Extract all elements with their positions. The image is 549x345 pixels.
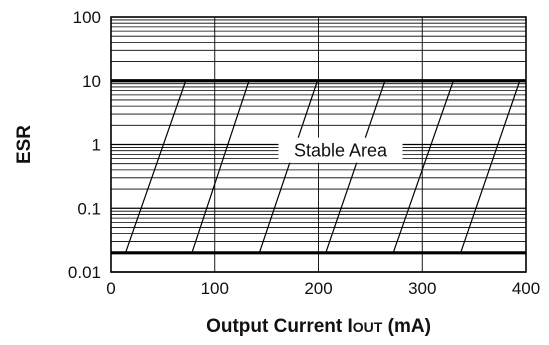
hatch-line	[124, 80, 187, 254]
hatch-line	[392, 80, 454, 254]
y-tick-label: 1	[92, 136, 101, 155]
x-axis-title: Output Current IOUT (mA)	[206, 316, 431, 337]
plot-frame	[110, 16, 527, 273]
stable-area-region	[111, 79, 526, 255]
x-tick-label: 400	[512, 279, 540, 298]
hatch-line	[191, 80, 250, 253]
x-tick-label: 300	[408, 279, 436, 298]
x-axis-ticks: 0 100 200 300 400	[106, 279, 540, 298]
x-axis-title-unit: (mA)	[382, 316, 431, 337]
y-tick-label: 100	[73, 8, 101, 27]
y-axis-ticks: 0.01 0.1 1 10 100	[68, 8, 101, 282]
hatch-line	[460, 80, 521, 254]
stable-area-hatch	[124, 80, 521, 254]
y-tick-label: 0.1	[77, 199, 101, 218]
hatch-line	[325, 80, 386, 254]
y-axis-title: ESR	[14, 125, 35, 164]
stable-area-label: Stable Area	[294, 141, 388, 161]
grid	[110, 17, 527, 273]
x-tick-label: 0	[106, 279, 115, 298]
hatch-line	[258, 80, 319, 254]
x-tick-label: 100	[201, 279, 229, 298]
x-axis-title-main: Output Current I	[206, 316, 353, 337]
y-tick-label: 10	[82, 72, 101, 91]
x-tick-label: 200	[304, 279, 332, 298]
y-tick-label: 0.01	[68, 263, 101, 282]
stable-area-label-background	[278, 137, 403, 163]
x-axis-title-subscript: OUT	[353, 319, 383, 335]
